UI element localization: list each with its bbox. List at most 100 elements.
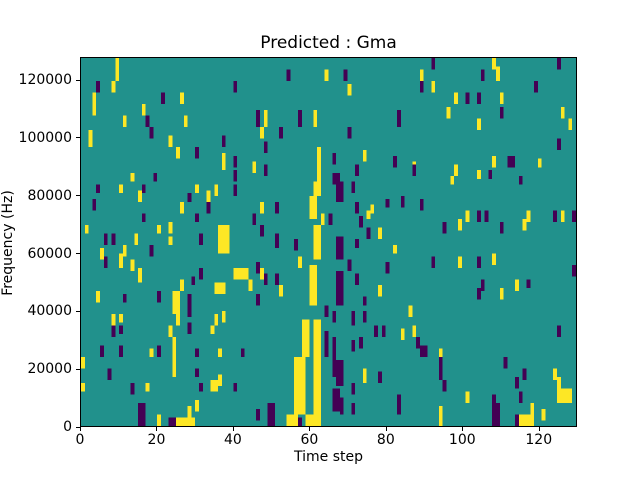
heatmap-cell [385, 262, 390, 274]
heatmap-cell [199, 267, 203, 280]
x-tick-mark [309, 427, 311, 431]
heatmap-cell [393, 244, 398, 254]
heatmap-cell [355, 239, 359, 248]
heatmap-cell [400, 328, 405, 340]
heatmap-cell [195, 368, 200, 378]
heatmap-cell [176, 147, 180, 159]
heatmap-cell [320, 213, 325, 225]
heatmap-cell [233, 170, 238, 182]
heatmap-cell [187, 193, 192, 202]
y-tick-label: 80000 [27, 187, 72, 204]
heatmap-cell [221, 311, 226, 323]
heatmap-cell [111, 325, 116, 337]
heatmap-cell [218, 224, 230, 254]
heatmap-cell [187, 322, 192, 334]
heatmap-cell [214, 184, 219, 196]
heatmap-cell [347, 83, 352, 96]
y-tick-mark [76, 253, 80, 255]
heatmap-cell [172, 336, 177, 378]
heatmap-cell [358, 216, 363, 228]
heatmap-cell [492, 253, 497, 265]
heatmap-cell [553, 368, 557, 380]
heatmap-cell [442, 221, 447, 234]
heatmap-cell [103, 256, 108, 268]
x-tick-label: 20 [147, 432, 166, 448]
heatmap-cell [477, 170, 481, 179]
heatmap-cell [107, 368, 112, 380]
heatmap-cell [450, 175, 455, 185]
heatmap-cell [286, 414, 299, 426]
heatmap-cell [233, 184, 238, 196]
heatmap-cell [221, 135, 226, 148]
heatmap-cell [309, 196, 318, 219]
heatmap-cell [187, 293, 192, 306]
heatmap-cell [355, 273, 359, 286]
heatmap-cell [385, 198, 390, 208]
heatmap-cell [534, 81, 538, 93]
heatmap-cell [160, 92, 165, 104]
heatmap-cell [355, 201, 359, 214]
heatmap-cell [275, 233, 279, 248]
y-tick-label: 0 [63, 419, 72, 435]
heatmap-cell [480, 69, 485, 81]
heatmap-cell [393, 155, 398, 168]
heatmap-cell [130, 259, 135, 271]
heatmap-cell [324, 305, 329, 317]
x-tick-label: 120 [525, 432, 553, 448]
heatmap-cell [419, 198, 424, 211]
heatmap-cell [442, 380, 447, 392]
heatmap-cell [518, 414, 535, 426]
heatmap-cell [362, 296, 367, 306]
heatmap-cell [195, 400, 200, 412]
heatmap-cell [149, 348, 154, 357]
heatmap-cell [412, 325, 417, 337]
heatmap-plot-area [80, 57, 577, 427]
heatmap-cell [351, 311, 356, 326]
heatmap-cell [343, 69, 348, 81]
heatmap-cell [138, 190, 142, 202]
y-tick-label: 60000 [27, 245, 72, 262]
heatmap-cell [397, 394, 401, 415]
y-tick-label: 40000 [27, 303, 72, 320]
heatmap-cell [122, 293, 127, 303]
heatmap-cell [286, 69, 291, 81]
heatmap-cell [176, 417, 196, 426]
heatmap-cell [499, 106, 504, 119]
heatmap-cell [408, 305, 413, 317]
x-tick-mark [80, 427, 81, 431]
heatmap-cell [294, 357, 306, 415]
heatmap-cell [119, 345, 123, 357]
x-tick-mark [462, 427, 464, 431]
heatmap-cell [541, 408, 546, 421]
heatmap-cell [180, 279, 184, 291]
heatmap-cell [556, 138, 561, 150]
heatmap-cell [438, 405, 443, 418]
heatmap-cell [259, 224, 264, 237]
heatmap-cell [119, 313, 123, 323]
heatmap-cell [457, 256, 462, 268]
heatmap-cell [336, 181, 344, 202]
heatmap-cell [210, 380, 219, 392]
heatmap-cell [183, 115, 188, 127]
heatmap-cell [499, 92, 504, 104]
heatmap-cell [477, 92, 481, 104]
heatmap-cell [195, 348, 200, 357]
heatmap-cell [259, 127, 264, 139]
heatmap-cell [267, 403, 276, 426]
heatmap-cell [560, 210, 565, 222]
heatmap-cell [96, 81, 101, 93]
heatmap-cell [149, 244, 154, 257]
heatmap-cell [347, 127, 352, 139]
heatmap-cell [431, 81, 436, 93]
heatmap-cell [556, 325, 561, 337]
heatmap-cell [378, 227, 382, 240]
heatmap-cell [134, 233, 139, 245]
heatmap-cell [145, 115, 150, 127]
heatmap-cell [553, 210, 557, 222]
heatmap-cell [263, 109, 268, 127]
heatmap-cell [141, 213, 146, 222]
heatmap-cell [263, 164, 268, 176]
heatmap-cell [130, 382, 135, 395]
heatmap-cell [416, 336, 420, 349]
heatmap-cell [522, 368, 527, 380]
